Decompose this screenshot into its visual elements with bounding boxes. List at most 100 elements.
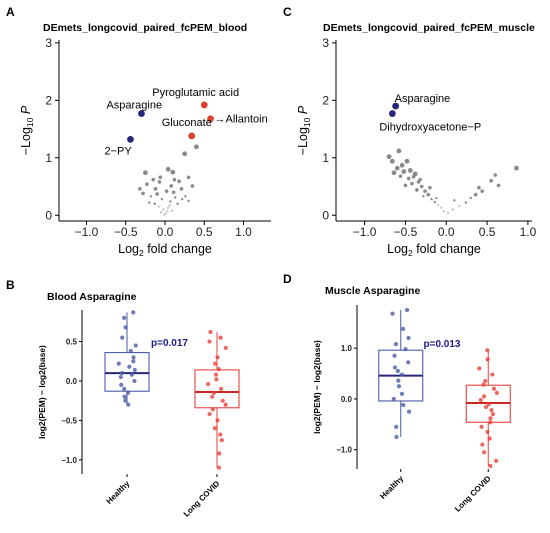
jitter-point (488, 416, 493, 421)
data-point (401, 169, 407, 174)
data-point (433, 200, 437, 204)
jitter-point (118, 374, 123, 380)
panel-title: DEmets_longcovid_paired_fcPEM_blood (43, 22, 247, 34)
data-point (428, 185, 432, 190)
data-point (158, 175, 163, 180)
data-point (165, 166, 171, 172)
data-point (160, 197, 164, 201)
data-point (469, 196, 472, 200)
x-tick-label: −0.5 (114, 225, 138, 239)
jitter-point (219, 386, 224, 391)
data-point (168, 204, 171, 207)
data-point (164, 189, 169, 193)
jitter-point (399, 391, 405, 396)
jitter-point (406, 360, 411, 365)
data-point (138, 187, 142, 191)
jitter-point (215, 418, 220, 423)
jitter-point (210, 407, 215, 412)
highlighted-point (127, 136, 134, 143)
data-point (386, 154, 392, 160)
data-point (480, 189, 484, 193)
jitter-point (396, 378, 401, 383)
point-label: Gluconate (162, 117, 212, 129)
y-tick-label: 1 (322, 151, 329, 165)
jitter-point (219, 437, 224, 443)
jitter-point (395, 368, 401, 374)
jitter-point (208, 329, 213, 335)
box-long-covid (194, 329, 240, 470)
data-point (411, 174, 416, 179)
jitter-point (129, 372, 134, 377)
jitter-point (488, 463, 493, 469)
jitter-point (120, 370, 125, 376)
panel-title: Blood Asparagine (47, 291, 137, 303)
data-point (464, 201, 468, 204)
highlighted-point (200, 101, 208, 109)
jitter-point (207, 339, 212, 344)
data-point (174, 196, 177, 199)
x-tick-label: Healthy (378, 474, 405, 501)
data-point (399, 162, 405, 168)
data-point (391, 170, 397, 176)
data-point (157, 180, 162, 184)
panel-title: Muscle Asparagine (325, 285, 420, 297)
data-point (181, 197, 184, 201)
data-point (172, 177, 177, 182)
jitter-point (406, 409, 412, 414)
jitter-point (394, 434, 399, 440)
panel-c: C DEmets_longcovid_paired_fcPEM_muscle −1.… (283, 5, 537, 258)
data-point (446, 211, 450, 215)
jitter-point (489, 408, 494, 413)
data-point (389, 158, 395, 164)
jitter-point (403, 347, 408, 352)
jitter-point (132, 367, 137, 373)
data-point (404, 158, 410, 164)
jitter-point (126, 390, 131, 395)
y-axis-label: log2(PEM) − log2(base) (37, 345, 47, 439)
y-tick-label: 1 (45, 151, 52, 165)
box-iqr (104, 352, 150, 392)
jitter-point (133, 343, 138, 348)
data-point (419, 184, 424, 189)
y-axis-label: −Log10 P (296, 105, 312, 155)
y-tick-label: 0.5 (66, 338, 78, 347)
highlighted-point (388, 110, 396, 117)
data-point (398, 174, 403, 178)
data-point (435, 196, 438, 200)
jitter-point (127, 364, 132, 369)
jitter-point (401, 402, 406, 408)
jitter-point (478, 397, 483, 403)
jitter-point (212, 426, 217, 431)
point-label: 2−PY (104, 145, 132, 157)
data-point (436, 203, 440, 207)
data-point (396, 148, 402, 154)
jitter-point (116, 361, 121, 366)
data-point (430, 197, 433, 201)
data-point (176, 202, 179, 205)
x-tick-label: 0.5 (479, 225, 496, 239)
point-label: Asparagine (106, 100, 162, 112)
jitter-point (483, 404, 489, 410)
x-tick-label: −1.0 (353, 225, 377, 239)
highlighted-point (392, 102, 400, 110)
x-tick-label: 0.5 (196, 225, 213, 239)
jitter-point (213, 361, 218, 366)
data-point (149, 195, 153, 198)
y-tick-label: 3 (322, 36, 329, 50)
data-point (440, 206, 443, 209)
jitter-point (400, 326, 406, 331)
jitter-point (122, 394, 127, 399)
y-tick-label: 3 (45, 36, 52, 50)
jitter-point (220, 398, 225, 403)
data-point (496, 183, 501, 188)
data-point (145, 182, 149, 187)
data-point (162, 208, 165, 211)
highlighted-point (188, 132, 196, 140)
data-point (182, 151, 188, 157)
jitter-point (223, 345, 228, 350)
jitter-point (218, 335, 223, 340)
jitter-point (218, 432, 223, 437)
jitter-point (119, 382, 124, 388)
jitter-point (131, 359, 136, 364)
